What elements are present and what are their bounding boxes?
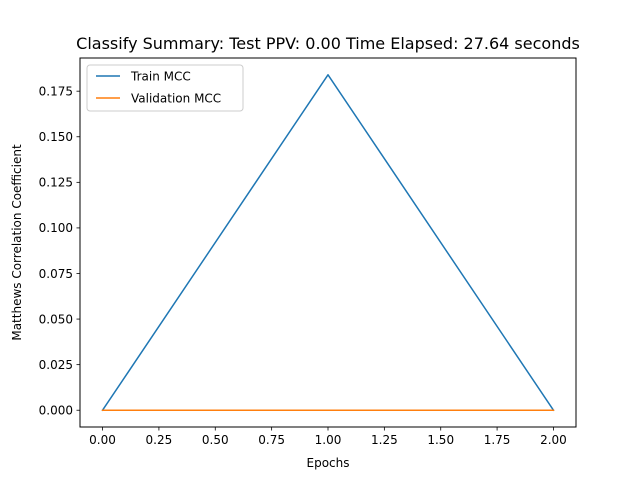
x-tick-label: 0.75 <box>258 433 285 447</box>
y-tick-label: 0.125 <box>39 176 73 190</box>
plot-lines <box>101 74 555 412</box>
series-line-0 <box>101 74 555 412</box>
x-tick-label: 0.50 <box>202 433 229 447</box>
y-tick-label: 0.050 <box>39 312 73 326</box>
y-tick-label: 0.150 <box>39 130 73 144</box>
legend: Train MCC Validation MCC <box>86 64 244 112</box>
x-axis: 0.00 0.25 0.50 0.75 1.00 1.25 1.50 1.75 2.00 <box>89 427 567 447</box>
x-tick-label: 0.00 <box>89 433 116 447</box>
legend-box <box>86 64 244 112</box>
x-tick-label: 0.25 <box>146 433 173 447</box>
y-tick-label: 0.025 <box>39 358 73 372</box>
y-axis-label: Matthews Correlation Coefficient <box>10 144 24 341</box>
y-tick-label: 0.000 <box>39 404 73 418</box>
legend-label-1: Validation MCC <box>131 91 221 105</box>
x-axis-label: Epochs <box>307 456 350 470</box>
y-tick-label: 0.175 <box>39 84 73 98</box>
x-tick-label: 1.00 <box>315 433 342 447</box>
y-axis: 0.000 0.025 0.050 0.075 0.100 0.125 0.150 0.175 <box>39 84 80 418</box>
y-tick-label: 0.075 <box>39 267 73 281</box>
chart-title: Classify Summary: Test PPV: 0.00 Time El… <box>76 34 580 53</box>
legend-label-0: Train MCC <box>130 69 191 83</box>
x-tick-label: 1.75 <box>484 433 511 447</box>
x-tick-label: 2.00 <box>540 433 567 447</box>
y-tick-label: 0.100 <box>39 221 73 235</box>
x-tick-label: 1.25 <box>371 433 398 447</box>
x-tick-label: 1.50 <box>427 433 454 447</box>
